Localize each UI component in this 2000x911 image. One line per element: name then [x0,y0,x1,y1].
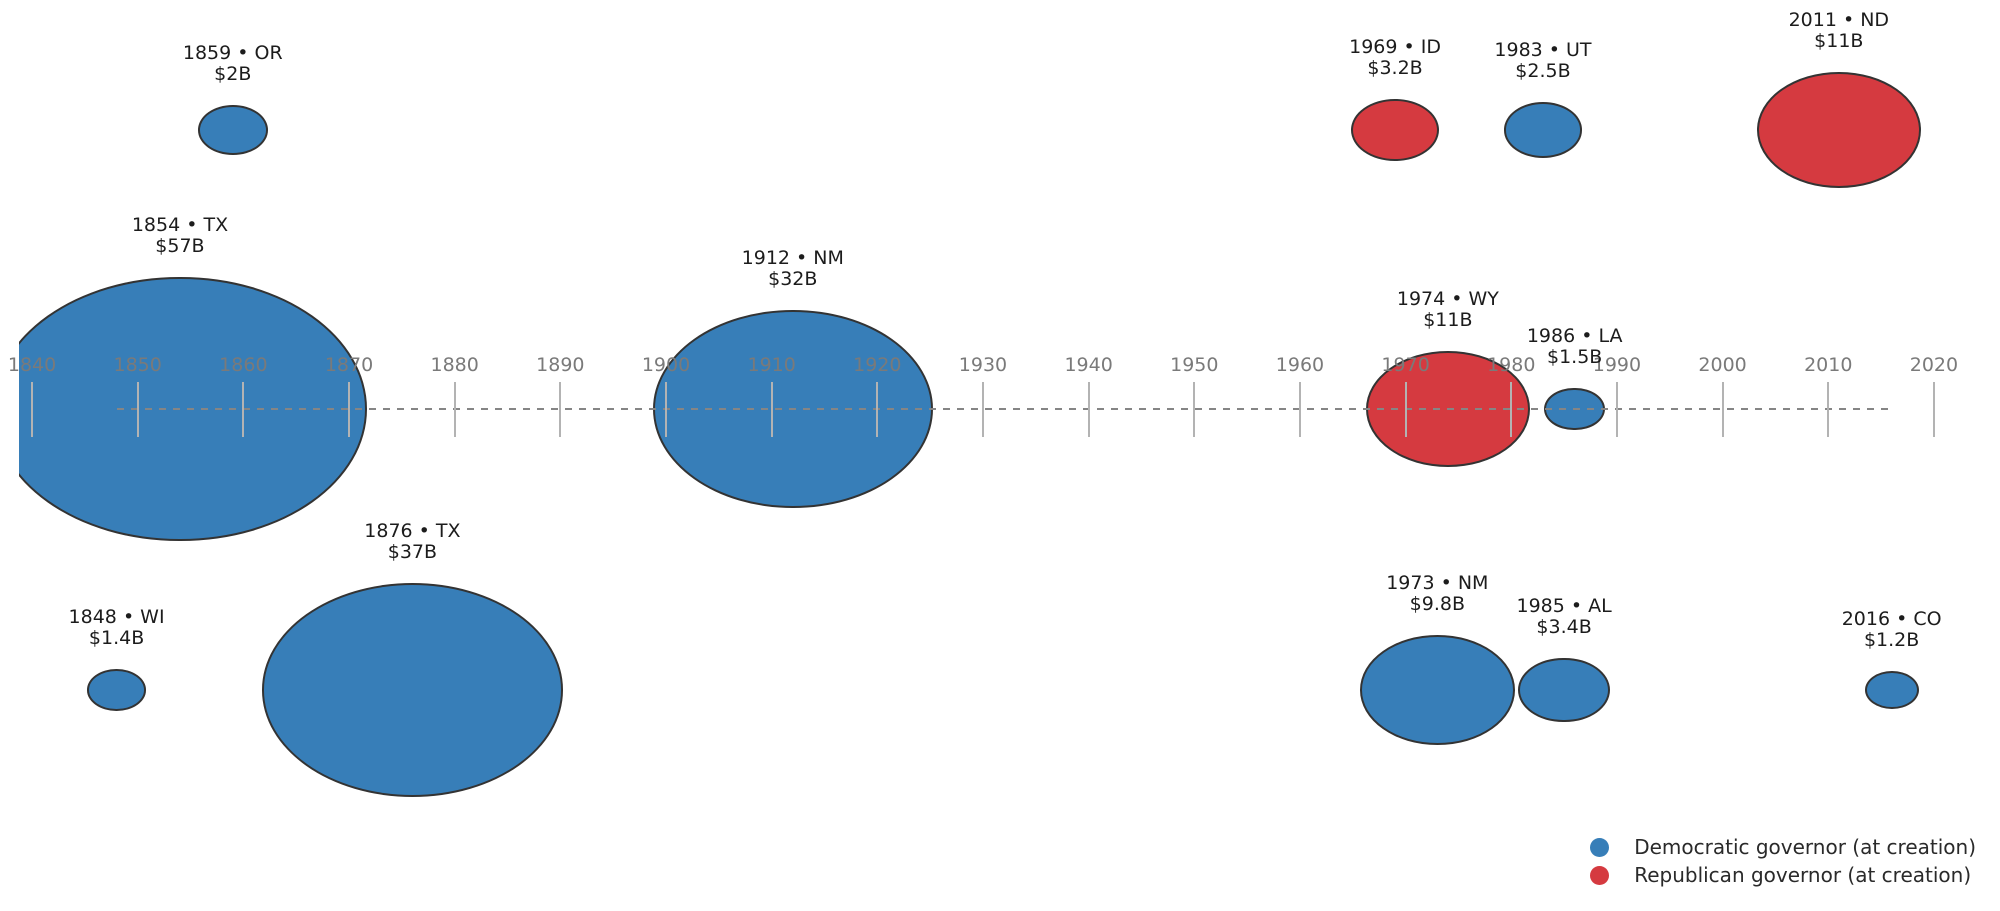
bubble-label-value: $11B [1814,29,1864,52]
axis-tick [1404,382,1407,437]
bubble-label-year-state: 2011 • ND [1788,8,1890,31]
bubble-label-year-state: 1983 • UT [1494,39,1592,62]
bubble-2016-CO [1864,670,1919,710]
bubble-label-value: $32B [768,267,818,290]
legend-item-democratic: Democratic governor (at creation) [1590,833,1976,861]
bubble-label-year-state: 1986 • LA [1526,324,1623,347]
bubble-1859-OR [197,105,268,155]
bubble-label-2011-ND: 2011 • ND $11B [1788,8,1890,52]
bubble-1973-NM [1359,635,1515,745]
axis-tick [1827,382,1830,437]
bubble-label-1848-WI: 1848 • WI $1.4B [69,607,165,649]
bubble-label-value: $2.5B [1515,60,1571,83]
republican-swatch-icon [1590,865,1610,885]
bubble-label-1912-NM: 1912 • NM $32B [741,246,844,290]
bubble-1848-WI [87,669,146,711]
bubble-label-year-state: 1859 • OR [182,42,283,65]
bubble-label-1985-AL: 1985 • AL $3.4B [1516,594,1612,638]
axis-tick [453,382,456,437]
bubble-label-value: $1.4B [88,627,145,650]
bubble-label-value: $1.5B [1546,345,1603,368]
bubble-label-1876-TX: 1876 • TX $37B [364,521,460,563]
axis-tick [559,382,562,437]
axis-tick-label: 1950 [1170,354,1219,376]
axis-tick-label: 1870 [324,354,374,376]
axis-tick [1721,382,1724,437]
legend-item-republican: Republican governor (at creation) [1590,861,1976,889]
axis-tick [31,382,34,437]
bubble-label-year-state: 1848 • WI [68,606,165,629]
bubble-label-value: $57B [155,234,205,257]
bubble-label-1986-LA: 1986 • LA $1.5B [1526,324,1623,368]
legend: Democratic governor (at creation) Republ… [1590,833,1976,889]
bubble-label-year-state: 1876 • TX [364,520,461,543]
bubble-label-year-state: 1974 • WY [1396,287,1499,310]
bubble-label-year-state: 1969 • ID [1349,35,1441,58]
bubble-1876-TX [261,583,563,797]
bubble-label-1969-ID: 1969 • ID $3.2B [1349,35,1441,79]
bubble-label-value: $2B [214,63,252,86]
axis-tick-label: 1860 [219,354,268,376]
bubble-label-1983-UT: 1983 • UT $2.5B [1494,40,1591,82]
bubble-1985-AL [1518,657,1610,723]
axis-tick [1087,382,1090,437]
bubble-label-year-state: 1973 • NM [1386,572,1489,595]
legend-label-republican: Republican governor (at creation) [1634,863,1972,887]
bubble-label-year-state: 1854 • TX [131,213,229,236]
bubble-label-2016-CO: 2016 • CO $1.2B [1841,607,1942,651]
bubble-label-value: $3.4B [1536,615,1592,638]
timeline-dashed-line [116,408,1892,410]
bubble-1969-ID [1350,98,1440,162]
axis-tick [770,382,773,437]
axis-tick [876,382,879,437]
legend-label-democratic: Democratic governor (at creation) [1634,835,1976,859]
axis-tick [1193,382,1196,437]
axis-tick [1298,382,1301,437]
axis-tick [1615,382,1618,437]
bubble-label-value: $1.2B [1863,628,1920,651]
bubble-label-1859-OR: 1859 • OR $2B [183,43,283,85]
bubble-label-value: $9.8B [1409,593,1465,616]
axis-tick-label: 1880 [430,354,479,376]
bubble-label-1974-WY: 1974 • WY $11B [1396,287,1499,331]
bubble-label-1973-NM: 1973 • NM $9.8B [1386,573,1488,615]
axis-tick-label: 1970 [1381,354,1430,376]
bubble-1983-UT [1503,102,1583,158]
bubble-label-year-state: 1912 • NM [741,246,844,269]
axis-tick-label: 1930 [958,354,1008,376]
axis-tick [242,382,245,437]
axis-tick-label: 1890 [536,354,585,376]
axis-tick-label: 1990 [1592,354,1642,376]
bubble-label-value: $37B [387,541,438,564]
axis-tick-label: 1960 [1275,354,1325,376]
axis-tick-label: 2000 [1698,354,1747,376]
bubble-label-year-state: 2016 • CO [1841,607,1942,630]
axis-tick-label: 1850 [113,354,162,376]
axis-tick-label: 1980 [1487,354,1536,376]
axis-tick-label: 1940 [1064,354,1113,376]
axis-tick-label: 2020 [1909,354,1959,376]
axis-tick-label: 2010 [1804,354,1853,376]
democratic-swatch-icon [1590,837,1610,857]
axis-tick-label: 1910 [747,354,796,376]
bubble-label-year-state: 1985 • AL [1516,594,1612,617]
axis-tick [1932,382,1935,437]
bubble-label-1854-TX: 1854 • TX $57B [131,213,229,257]
bubble-label-value: $11B [1423,308,1473,331]
axis-tick-label: 1900 [641,354,691,376]
axis-tick [136,382,139,437]
axis-tick [981,382,984,437]
axis-tick-label: 1840 [7,354,57,376]
axis-tick [1510,382,1513,437]
axis-tick [665,382,667,437]
axis-tick-label: 1920 [853,354,902,376]
bubble-2011-ND [1756,71,1921,189]
bubble-label-value: $3.2B [1367,56,1423,79]
axis-tick [348,382,351,437]
